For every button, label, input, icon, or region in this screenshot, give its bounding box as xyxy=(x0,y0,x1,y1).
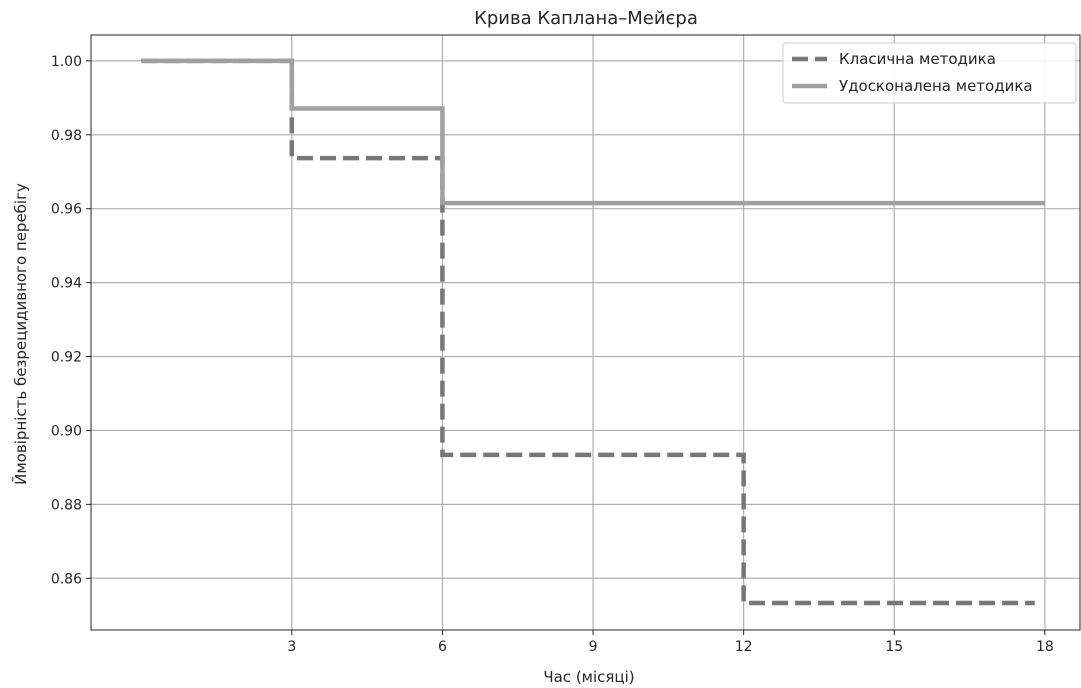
x-tick-label: 18 xyxy=(1036,639,1054,655)
legend-box xyxy=(782,42,1077,104)
x-tick-label: 3 xyxy=(287,639,296,655)
y-tick-label: 0.94 xyxy=(51,276,82,292)
plot-frame xyxy=(90,34,1081,631)
ticks: 3 6 9 12 15 18 0.86 0.88 0.90 0.92 0.94 0.96 0.98 1.0… xyxy=(51,54,1054,655)
series-layer xyxy=(141,58,1045,606)
legend-label: Удосконалена методика xyxy=(839,77,1033,95)
series-line-1 xyxy=(141,58,1035,606)
y-tick-label: 0.86 xyxy=(51,571,82,587)
x-tick-label: 6 xyxy=(438,639,447,655)
x-tick-label: 9 xyxy=(589,639,598,655)
y-tick-label: 0.90 xyxy=(51,423,82,439)
grid xyxy=(91,35,1080,630)
y-tick-label: 0.96 xyxy=(51,202,82,218)
legend: Класична методика Удосконалена методика xyxy=(782,42,1077,104)
y-tick-label: 0.98 xyxy=(51,128,82,144)
legend-label: Класична методика xyxy=(839,50,996,68)
x-axis-label: Час (місяці) xyxy=(543,668,634,686)
y-tick-label: 1.00 xyxy=(51,54,82,70)
x-tick-label: 12 xyxy=(735,639,753,655)
y-tick-label: 0.92 xyxy=(51,350,82,366)
y-axis-label: Ймовірність безрецидивного перебігу xyxy=(11,183,30,485)
series-line-2 xyxy=(141,58,1045,206)
y-tick-label: 0.88 xyxy=(51,497,82,513)
chart-title: Крива Каплана–Мейєра xyxy=(474,8,698,29)
x-tick-label: 15 xyxy=(885,639,903,655)
